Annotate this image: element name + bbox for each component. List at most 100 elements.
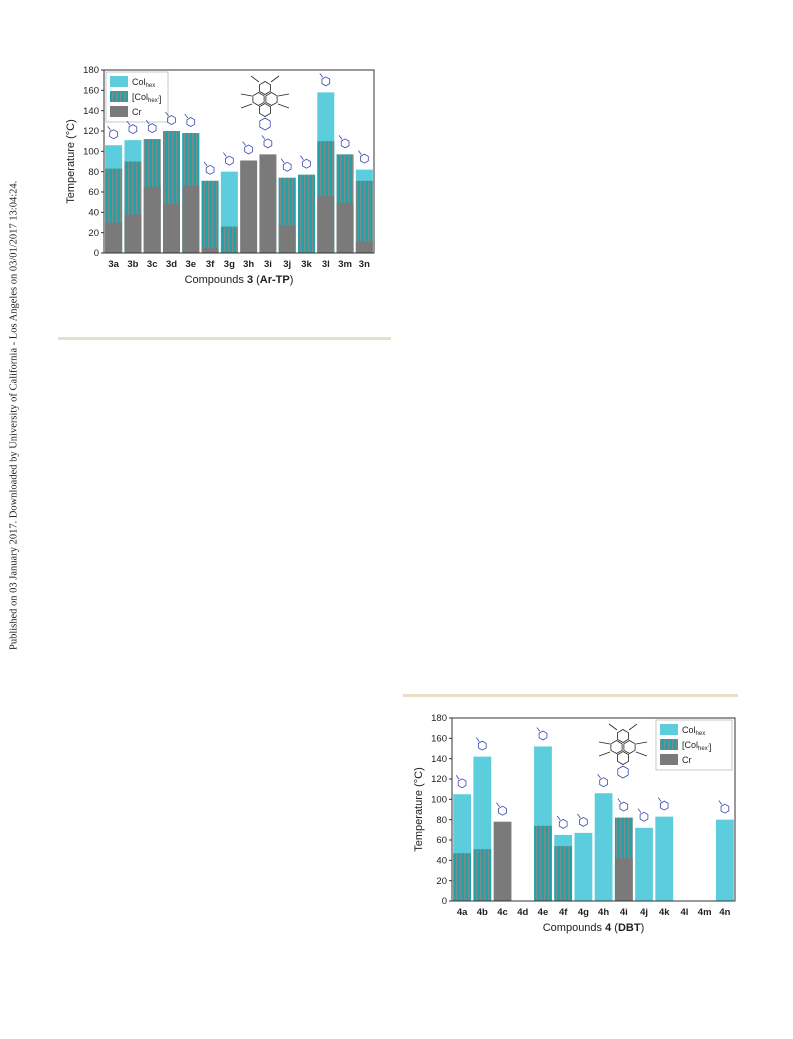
x-tick-label: 4l — [680, 907, 688, 918]
bar-colhex-prime-3g — [220, 226, 238, 253]
x-tick-label: 3a — [108, 259, 119, 270]
y-tick-label: 100 — [83, 147, 99, 158]
bar-cr-3d — [163, 204, 180, 253]
legend-colhex-prime-swatch — [110, 91, 128, 102]
x-tick-label: 3g — [224, 259, 235, 270]
substituent-structure-icon — [637, 808, 649, 822]
substituent-structure-icon — [319, 73, 331, 87]
x-tick-label: 4n — [719, 907, 730, 918]
x-tick-label: 4k — [659, 907, 670, 918]
y-tick-label: 40 — [88, 208, 99, 219]
x-tick-label: 4i — [620, 907, 628, 918]
bar-cr-3a — [105, 222, 123, 253]
x-tick-label: 4c — [497, 907, 508, 918]
bar-colhex-4h — [594, 793, 613, 901]
bar-colhex-prime-4e — [534, 825, 552, 901]
x-tick-label: 4f — [559, 907, 568, 918]
substituent-structure-icon — [338, 135, 350, 149]
bar-cr-3c — [143, 186, 161, 253]
substituent-structure-icon — [597, 773, 608, 788]
bar-colhex-prime-4b — [473, 849, 492, 901]
legend-colhex-prime-label: [Colhex'] — [132, 92, 161, 104]
y-tick-label: 20 — [88, 228, 99, 239]
legend-cr-label: Cr — [682, 755, 692, 765]
legend-cr-swatch — [110, 106, 128, 117]
y-tick-label: 120 — [431, 774, 447, 785]
substituent-structure-icon — [617, 798, 629, 812]
substituent-structure-icon — [242, 141, 253, 155]
x-tick-label: 4j — [640, 907, 648, 918]
x-tick-label: 4d — [517, 907, 528, 918]
substituent-structure-icon — [165, 111, 176, 125]
molecule-structure-icon — [598, 723, 648, 779]
molecule-structure-icon — [240, 75, 290, 131]
x-tick-label: 3h — [243, 259, 254, 270]
y-tick-label: 0 — [94, 248, 99, 259]
bar-colhex-prime-4a — [453, 853, 472, 901]
bar-colhex-prime-4f — [554, 846, 573, 901]
bar-colhex-4n — [715, 819, 734, 901]
plot-frame — [451, 717, 736, 902]
x-tick-label: 3c — [147, 259, 158, 270]
bar-cr-3h — [240, 160, 258, 253]
legend-colhex-prime-swatch — [660, 739, 678, 750]
x-tick-label: 4h — [598, 907, 609, 918]
bar-cr-4c — [493, 821, 512, 901]
x-tick-label: 3i — [264, 259, 272, 270]
plot-frame — [103, 69, 375, 254]
y-tick-label: 40 — [436, 856, 447, 867]
y-tick-label: 80 — [436, 815, 447, 826]
x-axis-label: Compounds 3 (Ar-TP) — [185, 274, 294, 286]
legend: Colhex [Colhex'] Cr — [655, 719, 733, 771]
bar-colhex-4j — [635, 827, 653, 901]
section-divider — [58, 337, 391, 340]
substituent-structure-icon — [556, 815, 568, 829]
substituent-structure-icon — [126, 120, 138, 135]
bar-cr-3b — [124, 214, 142, 253]
bar-colhex-prime-3k — [298, 174, 315, 253]
substituent-structure-icon — [455, 775, 467, 789]
y-tick-label: 180 — [431, 713, 447, 724]
x-tick-label: 4a — [457, 907, 468, 918]
bar-cr-3j — [278, 225, 296, 253]
bar-colhex-4k — [655, 816, 674, 901]
legend-colhex-label: Colhex — [132, 77, 155, 89]
y-tick-label: 60 — [436, 835, 447, 846]
x-tick-label: 3f — [206, 259, 215, 270]
bar-cr-3n — [355, 241, 373, 253]
x-tick-label: 4e — [538, 907, 549, 918]
substituent-structure-icon — [184, 113, 196, 127]
bars — [453, 746, 734, 901]
y-axis-label: Temperature (°C) — [413, 767, 425, 851]
x-axis-label: Compounds 4 (DBT) — [543, 922, 645, 934]
x-tick-label: 3b — [127, 259, 138, 270]
y-tick-label: 140 — [83, 106, 99, 117]
y-tick-label: 80 — [88, 167, 99, 178]
substituent-structure-icon — [358, 150, 369, 164]
chart-ar-tp: 3a 3b 3c 3d 3e 3f 3g 3h 3i 3j 3k 3l 3m 3n 0 20 40 60 80 100… — [65, 65, 375, 286]
bar-cr-4i — [614, 858, 633, 901]
x-tick-label: 3e — [185, 259, 196, 270]
substituent-structure-icon — [280, 158, 292, 172]
x-tick-label: 3l — [322, 259, 330, 270]
y-tick-label: 60 — [88, 187, 99, 198]
legend-cr-swatch — [660, 754, 678, 765]
substituent-structure-icon — [300, 155, 311, 169]
publication-side-note: Published on 03 January 2017. Downloaded… — [8, 180, 20, 650]
x-tick-label: 3d — [166, 259, 177, 270]
bar-cr-3e — [182, 185, 200, 253]
bars — [105, 92, 373, 253]
substituent-structure-icon — [145, 119, 157, 134]
y-tick-label: 160 — [83, 86, 99, 97]
legend-cr-label: Cr — [132, 107, 142, 117]
substituent-structure-icon — [496, 802, 507, 816]
x-tick-label: 3m — [338, 259, 352, 270]
y-tick-label: 120 — [83, 126, 99, 137]
legend-colhex-label: Colhex — [682, 725, 705, 737]
x-tick-label: 3j — [283, 259, 291, 270]
bar-colhex-prime-3f — [201, 180, 219, 253]
y-tick-label: 100 — [431, 795, 447, 806]
legend-colhex-prime-label: [Colhex'] — [682, 740, 711, 752]
bar-colhex-4g — [574, 832, 593, 901]
substituent-structure-icon — [718, 800, 730, 814]
